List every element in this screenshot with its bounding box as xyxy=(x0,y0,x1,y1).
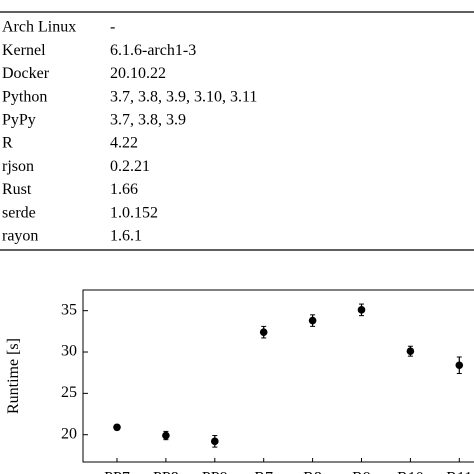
row-label: Kernel xyxy=(2,42,46,59)
x-tick-label: PP8 xyxy=(153,469,179,474)
row-label: rayon xyxy=(2,227,38,244)
point xyxy=(357,306,366,314)
point xyxy=(162,431,170,440)
row-label: PyPy xyxy=(2,111,36,128)
row-value: 3.7, 3.8, 3.9, 3.10, 3.11 xyxy=(110,88,257,105)
row-value: 1.6.1 xyxy=(110,227,142,244)
y-tick-label: 30 xyxy=(61,343,77,360)
row-value: 1.0.152 xyxy=(110,204,158,221)
x-tick-label: PP7 xyxy=(104,469,130,474)
point xyxy=(406,347,415,355)
row-label: R xyxy=(2,135,13,152)
row-value: 3.7, 3.8, 3.9 xyxy=(110,111,186,128)
point xyxy=(259,328,268,336)
x-tick-label: R10 xyxy=(397,469,424,474)
y-axis-label: Runtime [s] xyxy=(5,338,22,414)
point xyxy=(211,437,219,446)
x-tick-label: R11 xyxy=(446,469,472,474)
row-label: Rust xyxy=(2,181,32,198)
row-label: serde xyxy=(2,204,36,221)
point xyxy=(308,316,317,325)
x-tick-label: R9 xyxy=(352,469,371,474)
point xyxy=(455,361,464,370)
x-tick-label: PP9 xyxy=(202,469,228,474)
y-tick-label: 35 xyxy=(61,301,77,318)
row-value: - xyxy=(110,19,115,36)
y-tick-label: 20 xyxy=(61,425,77,442)
x-tick-label: R7 xyxy=(254,469,273,474)
row-label: Python xyxy=(2,88,47,105)
point xyxy=(113,423,121,432)
x-tick-label: R8 xyxy=(303,469,322,474)
row-label: Arch Linux xyxy=(2,19,76,36)
row-value: 6.1.6-arch1-3 xyxy=(110,42,196,59)
row-value: 4.22 xyxy=(110,135,138,152)
plot-frame xyxy=(82,289,474,463)
row-value: 20.10.22 xyxy=(110,65,166,82)
row-value: 1.66 xyxy=(110,181,138,198)
y-tick-label: 25 xyxy=(61,384,77,401)
row-label: Docker xyxy=(2,65,50,82)
row-label: rjson xyxy=(2,158,34,175)
row-value: 0.2.21 xyxy=(110,158,150,175)
